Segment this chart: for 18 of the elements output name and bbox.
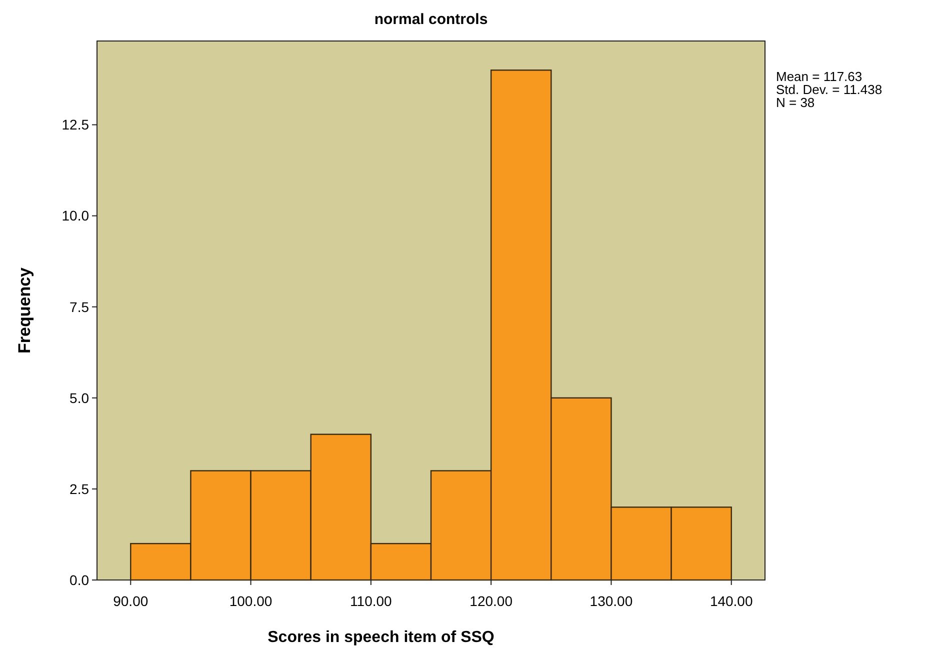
y-tick-label: 10.0 [62,208,90,224]
x-axis-title: Scores in speech item of SSQ [268,629,494,646]
x-tick-label: 100.00 [229,593,272,609]
text: N = 38 [776,95,815,110]
y-axis-title: Frequency [15,266,34,354]
x-tick-label: 90.00 [113,593,148,609]
x-tick-label: 110.00 [350,593,392,609]
x-tick-label: 130.00 [590,593,633,609]
chart-title: normal controls [374,11,488,28]
text: Std. Dev. = 11.438 [776,82,882,97]
x-tick-label: 120.00 [470,593,513,609]
y-tick-label: 2.5 [70,480,90,497]
y-tick-label: 5.0 [70,390,90,406]
y-tick-label: 7.5 [70,298,90,315]
text: Mean = 117.63 [776,69,862,84]
y-tick-label: 0.0 [70,572,90,588]
y-tick-label: 12.5 [62,116,90,133]
x-tick-label: 140.00 [710,593,753,609]
